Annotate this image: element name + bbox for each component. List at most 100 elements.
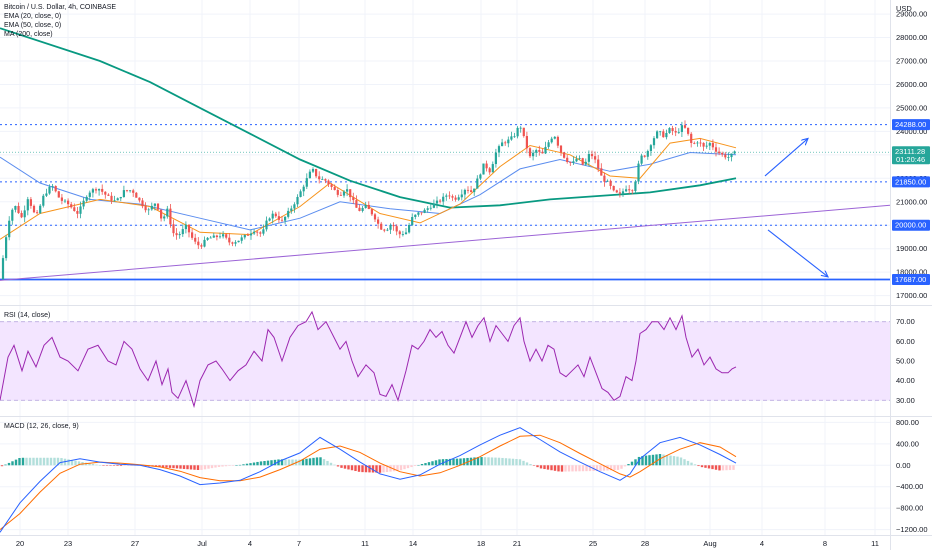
- macd-histogram-bar: [651, 454, 655, 466]
- candle-body: [48, 186, 51, 194]
- projection-arrow: [767, 229, 828, 277]
- candle-body: [352, 197, 355, 201]
- rsi-band: [0, 321, 890, 401]
- rsi-legend[interactable]: RSI (14, close): [4, 312, 51, 319]
- macd-histogram-bar: [14, 459, 18, 466]
- macd-histogram-bar: [420, 463, 424, 466]
- macd-histogram-bar: [347, 465, 350, 470]
- candle-body: [169, 208, 172, 225]
- level-badge-label: 20000.00: [895, 221, 926, 230]
- ma200-legend[interactable]: MA (200, close): [4, 31, 53, 38]
- candle-body: [597, 159, 600, 169]
- candle-body: [566, 157, 569, 162]
- time-tick-label: 4: [760, 539, 764, 548]
- candle-body: [299, 191, 302, 197]
- time-tick-label: 11: [871, 539, 879, 548]
- candle-body: [271, 213, 274, 219]
- candle-body: [346, 189, 349, 192]
- ema20-legend[interactable]: EMA (20, close, 0): [4, 13, 62, 20]
- candle-body: [420, 212, 423, 214]
- macd-histogram-bar: [455, 458, 459, 466]
- macd-histogram-bar: [511, 458, 515, 466]
- macd-histogram-bar: [707, 465, 711, 469]
- candle-body: [513, 136, 516, 138]
- candle-body: [618, 192, 621, 194]
- candle-body: [590, 153, 594, 157]
- candle-body: [718, 151, 721, 153]
- macd-histogram-bar: [116, 465, 119, 466]
- candle-body: [166, 208, 169, 217]
- candle-body: [153, 203, 156, 206]
- macd-histogram-bar: [249, 463, 252, 466]
- candle-body: [721, 152, 724, 155]
- candle-body: [643, 155, 646, 157]
- macd-histogram-bar: [175, 465, 179, 469]
- candle-body: [504, 142, 507, 144]
- rsi-band-fill: [0, 321, 890, 401]
- candle-body: [187, 224, 191, 233]
- candle-body: [302, 186, 305, 192]
- candle-body: [45, 193, 48, 196]
- macd-histogram-bar: [77, 461, 81, 466]
- macd-histogram-bar: [203, 465, 207, 470]
- price-tick-label: 28000.00: [896, 33, 927, 42]
- candle-body: [519, 127, 522, 129]
- price-tick-label: 19000.00: [896, 244, 927, 253]
- candle-body: [466, 189, 470, 191]
- macd-histogram-bar: [319, 457, 322, 466]
- macd-histogram-bar: [88, 463, 91, 466]
- candle-body: [516, 127, 519, 137]
- candle-body: [510, 136, 513, 140]
- candle-body: [671, 128, 674, 132]
- candle-body: [150, 205, 153, 210]
- candle-body: [200, 245, 203, 247]
- candle-body: [538, 150, 541, 152]
- candle-body: [600, 168, 603, 176]
- candle-body: [656, 131, 659, 139]
- macd-histogram-bar: [259, 461, 263, 466]
- candle-body: [442, 196, 445, 202]
- macd-histogram-bar: [158, 465, 161, 468]
- macd-histogram-bar: [613, 465, 616, 471]
- candle-body: [606, 180, 609, 182]
- candle-body: [39, 205, 42, 214]
- candle-body: [581, 158, 584, 165]
- macd-histogram-bar: [389, 465, 392, 472]
- time-tick-label: 25: [589, 539, 597, 548]
- candle-body: [532, 152, 535, 157]
- candle-body: [181, 229, 184, 235]
- candle-body: [578, 158, 581, 159]
- macd-histogram-bar: [711, 465, 714, 470]
- candle-body: [550, 138, 553, 143]
- macd-histogram-bar: [434, 460, 438, 466]
- symbol-title[interactable]: Bitcoin / U.S. Dollar, 4h, COINBASE: [4, 4, 117, 11]
- macd-histogram-bar: [326, 460, 329, 466]
- macd-histogram-bar: [214, 465, 217, 468]
- macd-histogram-bar: [501, 457, 504, 466]
- macd-legend[interactable]: MACD (12, 26, close, 9): [4, 423, 79, 430]
- candle-body: [138, 197, 141, 201]
- macd-histogram-bar: [322, 459, 326, 466]
- macd-histogram-bar: [546, 465, 550, 470]
- time-tick-label: 8: [823, 539, 827, 548]
- moving-averages: [0, 27, 737, 240]
- last-price-badge: [892, 146, 930, 165]
- ema50-legend[interactable]: EMA (50, close, 0): [4, 22, 62, 29]
- macd-histogram-bar: [119, 465, 123, 467]
- candle-body: [373, 214, 377, 220]
- macd-histogram-bar: [284, 459, 287, 466]
- macd-histogram-bar: [7, 462, 11, 466]
- macd-histogram-bar: [634, 459, 637, 466]
- candle-body: [646, 151, 649, 157]
- candle-body: [501, 142, 504, 147]
- candle-body: [197, 241, 200, 246]
- candle-body: [144, 206, 147, 211]
- candle-body: [178, 234, 181, 236]
- candle-body: [330, 184, 333, 187]
- candle-body: [423, 209, 426, 213]
- macd-histogram-bar: [46, 457, 49, 466]
- candle-body: [129, 190, 132, 192]
- macd-histogram-bar: [599, 465, 602, 471]
- time-tick-label: 18: [477, 539, 485, 548]
- candle-body: [380, 223, 383, 230]
